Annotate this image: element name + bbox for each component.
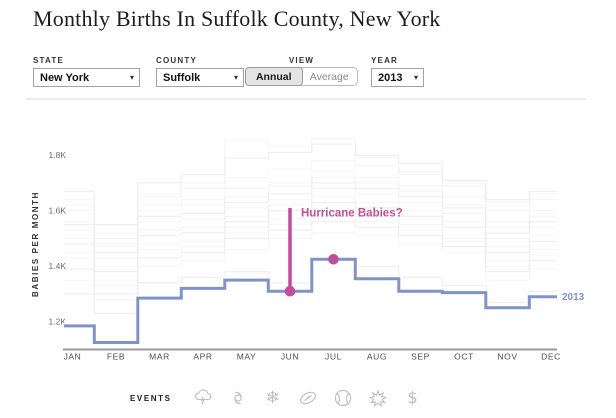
caret-down-icon: ▾ <box>413 73 418 82</box>
x-tick-label: APR <box>193 352 212 362</box>
state-label: STATE <box>33 56 65 65</box>
x-tick-label: JAN <box>64 352 82 362</box>
x-tick-label: OCT <box>454 352 474 362</box>
view-average-button[interactable]: Average <box>302 68 358 85</box>
header-divider <box>26 98 586 100</box>
annotation-dot[interactable] <box>284 285 296 297</box>
view-annual-button[interactable]: Annual <box>245 67 303 86</box>
x-tick-label: MAR <box>149 352 170 362</box>
series-line-2013[interactable] <box>64 257 557 344</box>
year-select[interactable]: 2013 ▾ <box>371 68 424 87</box>
y-tick-label: 1.6K <box>49 206 67 216</box>
births-chart: 1.2K 1.4K 1.6K 1.8K BABIES PER MONTH JAN FEB MA… <box>31 138 585 362</box>
page-title: Monthly Births In Suffolk County, New Yo… <box>33 6 441 31</box>
y-tick-label: 1.2K <box>49 317 67 327</box>
snowflake-icon[interactable]: ❄ <box>265 387 280 408</box>
football-icon[interactable] <box>297 387 319 409</box>
event-icons: ❄ <box>192 387 424 409</box>
county-select-value: Suffolk <box>163 71 201 84</box>
x-tick-label: SEP <box>411 352 430 362</box>
series-year-label: 2013 <box>562 292 585 303</box>
year-select-value: 2013 <box>378 71 403 84</box>
x-tick-label: DEC <box>541 352 561 362</box>
view-toggle: Annual Average <box>245 67 358 86</box>
annotation-dot[interactable] <box>328 253 339 265</box>
y-tick-label: 1.8K <box>49 150 67 160</box>
baseball-icon[interactable] <box>332 387 354 409</box>
x-tick-label: AUG <box>367 352 387 362</box>
background-year-line <box>64 138 557 239</box>
fireworks-icon[interactable] <box>367 387 389 409</box>
annotation-label: Hurricane Babies? <box>301 207 403 219</box>
view-label: VIEW <box>288 56 315 65</box>
caret-down-icon: ▾ <box>129 73 134 82</box>
caret-down-icon: ▾ <box>233 73 238 82</box>
year-label: YEAR <box>371 56 399 65</box>
y-axis-title: BABIES PER MONTH <box>31 191 40 297</box>
county-label: COUNTY <box>156 56 197 65</box>
state-select[interactable]: New York ▾ <box>33 68 140 87</box>
state-select-value: New York <box>40 71 90 84</box>
background-year-line <box>64 176 557 248</box>
events-row: EVENTS ❄ <box>130 384 424 412</box>
hurricane-icon[interactable] <box>227 387 249 409</box>
x-tick-label: JUN <box>281 352 299 362</box>
county-select[interactable]: Suffolk ▾ <box>156 68 244 87</box>
dollar-icon[interactable]: $ <box>407 388 418 407</box>
x-tick-label: MAY <box>237 352 257 362</box>
storm-cloud-icon[interactable] <box>192 387 214 409</box>
y-tick-label: 1.4K <box>49 261 67 271</box>
x-tick-label: FEB <box>107 352 125 362</box>
events-label: EVENTS <box>130 393 172 403</box>
x-tick-label: NOV <box>497 352 517 362</box>
x-tick-label: JUL <box>325 352 342 362</box>
background-year-line <box>64 232 557 300</box>
